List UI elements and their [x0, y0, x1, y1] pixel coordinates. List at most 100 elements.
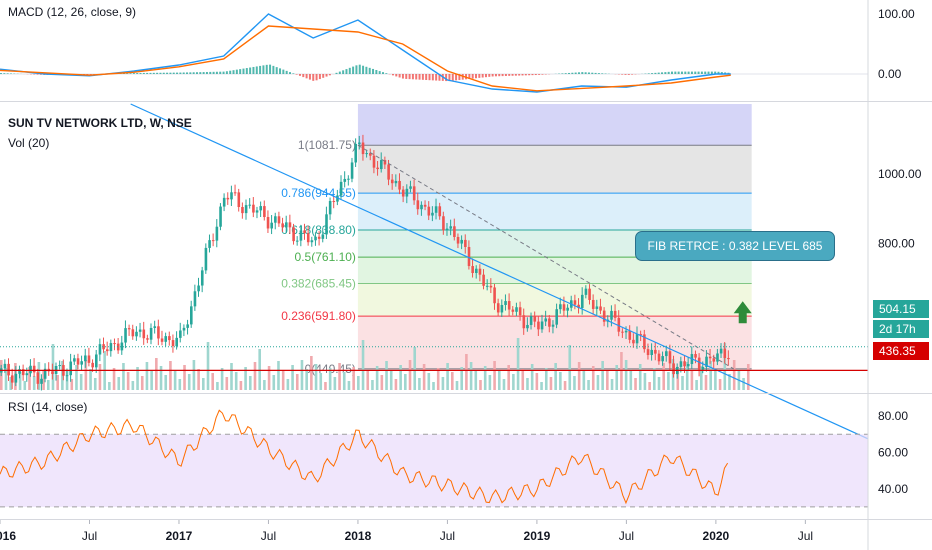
- candle-body: [65, 375, 69, 377]
- macd-histogram-bar: [325, 74, 328, 77]
- macd-histogram-bar: [179, 72, 182, 74]
- macd-histogram-bar: [212, 71, 215, 74]
- macd-histogram-bar: [408, 74, 411, 80]
- macd-histogram-bar: [302, 74, 305, 78]
- volume-bar: [140, 376, 144, 390]
- macd-histogram-bar: [621, 74, 624, 75]
- volume-bar: [704, 375, 708, 390]
- volume-bar: [577, 362, 581, 390]
- macd-histogram-bar: [368, 67, 371, 74]
- volume-bar: [573, 376, 576, 390]
- macd-histogram-bar: [451, 74, 454, 81]
- macd-histogram-bar: [518, 74, 521, 76]
- candle-body: [259, 206, 263, 211]
- macd-histogram-bar: [494, 74, 497, 77]
- candle-body: [310, 240, 314, 243]
- candle-body: [325, 214, 328, 235]
- rsi-pane-title[interactable]: RSI (14, close): [8, 400, 88, 414]
- candle-body: [120, 342, 124, 351]
- candle-body: [708, 356, 712, 359]
- volume-bar: [648, 382, 651, 390]
- time-axis-tick: 016: [0, 529, 16, 543]
- volume-bar: [530, 364, 534, 390]
- macd-pane-title[interactable]: MACD (12, 26, close, 9): [8, 5, 137, 19]
- volume-bar: [258, 349, 261, 390]
- candle-body: [124, 328, 127, 343]
- volume-bar: [629, 369, 633, 390]
- candle-body: [109, 343, 113, 352]
- candle-body: [317, 236, 321, 239]
- volume-bar: [361, 340, 365, 390]
- candle-body: [548, 318, 551, 327]
- macd-histogram-bar: [205, 71, 208, 74]
- volume-bar: [310, 356, 313, 390]
- candle-body: [80, 361, 83, 365]
- macd-histogram-bar: [714, 71, 717, 74]
- macd-histogram-bar: [411, 74, 414, 80]
- macd-histogram-bar: [358, 64, 361, 74]
- volume-bar: [638, 364, 642, 390]
- volume-bar: [699, 366, 703, 390]
- volume-bar: [84, 360, 88, 390]
- macd-histogram-bar: [318, 74, 321, 80]
- macd-histogram-bar: [292, 73, 295, 74]
- macd-histogram-bar: [169, 72, 172, 74]
- volume-bar: [709, 361, 712, 390]
- candle-body: [14, 373, 18, 383]
- candle-body: [69, 361, 73, 376]
- macd-histogram-bar: [86, 74, 89, 75]
- candle-body: [478, 268, 482, 275]
- macd-histogram-bar: [435, 74, 438, 81]
- volume-bar: [615, 365, 619, 390]
- candle-body: [540, 321, 544, 330]
- volume-bar: [695, 380, 698, 390]
- time-axis-tick: 2018: [345, 529, 372, 543]
- last-price-tag: 504.15: [873, 300, 929, 318]
- volume-pane-title[interactable]: Vol (20): [8, 136, 50, 150]
- volume-bar: [371, 380, 374, 390]
- candle-body: [358, 142, 361, 144]
- macd-histogram-bar: [687, 71, 690, 74]
- price-pane-title[interactable]: SUN TV NETWORK LTD, W, NSE: [8, 116, 192, 130]
- volume-bar: [418, 378, 421, 390]
- macd-histogram-bar: [186, 72, 189, 74]
- candle-body: [306, 233, 310, 243]
- macd-histogram-bar: [591, 72, 594, 74]
- volume-bar: [164, 375, 168, 390]
- macd-histogram-bar: [249, 67, 252, 74]
- macd-histogram-bar: [690, 71, 693, 74]
- macd-histogram-bar: [700, 71, 703, 74]
- volume-bar: [728, 374, 731, 390]
- volume-bar: [9, 377, 12, 390]
- candle-body: [369, 153, 372, 156]
- macd-histogram-bar: [152, 72, 155, 74]
- candle-body: [584, 288, 588, 295]
- fib-callout[interactable]: FIB RETRCE : 0.382 LEVEL 685: [635, 231, 835, 261]
- macd-histogram-bar: [710, 71, 713, 74]
- volume-bar: [582, 371, 586, 390]
- macd-histogram-bar: [338, 71, 341, 74]
- macd-histogram-bar: [514, 74, 517, 76]
- volume-bar: [394, 379, 398, 390]
- candle-body: [577, 304, 580, 308]
- candle-body: [434, 206, 438, 213]
- volume-bar: [234, 372, 238, 390]
- candle-body: [347, 178, 350, 180]
- volume-bar: [568, 345, 572, 390]
- candle-body: [591, 299, 595, 309]
- candle-body: [215, 226, 219, 241]
- pane-separator: [0, 519, 932, 520]
- macd-histogram-bar: [468, 74, 471, 79]
- candle-body: [131, 329, 135, 337]
- candle-body: [303, 230, 306, 234]
- candle-body: [98, 344, 102, 355]
- volume-bar: [183, 365, 186, 390]
- macd-histogram-bar: [189, 72, 192, 74]
- volume-bar: [267, 366, 271, 390]
- volume-bar: [263, 380, 266, 390]
- volume-bar: [657, 377, 661, 390]
- candle-body: [624, 330, 628, 333]
- macd-histogram-bar: [428, 74, 431, 81]
- candle-body: [515, 307, 518, 312]
- time-axis-tick: Jul: [619, 529, 634, 543]
